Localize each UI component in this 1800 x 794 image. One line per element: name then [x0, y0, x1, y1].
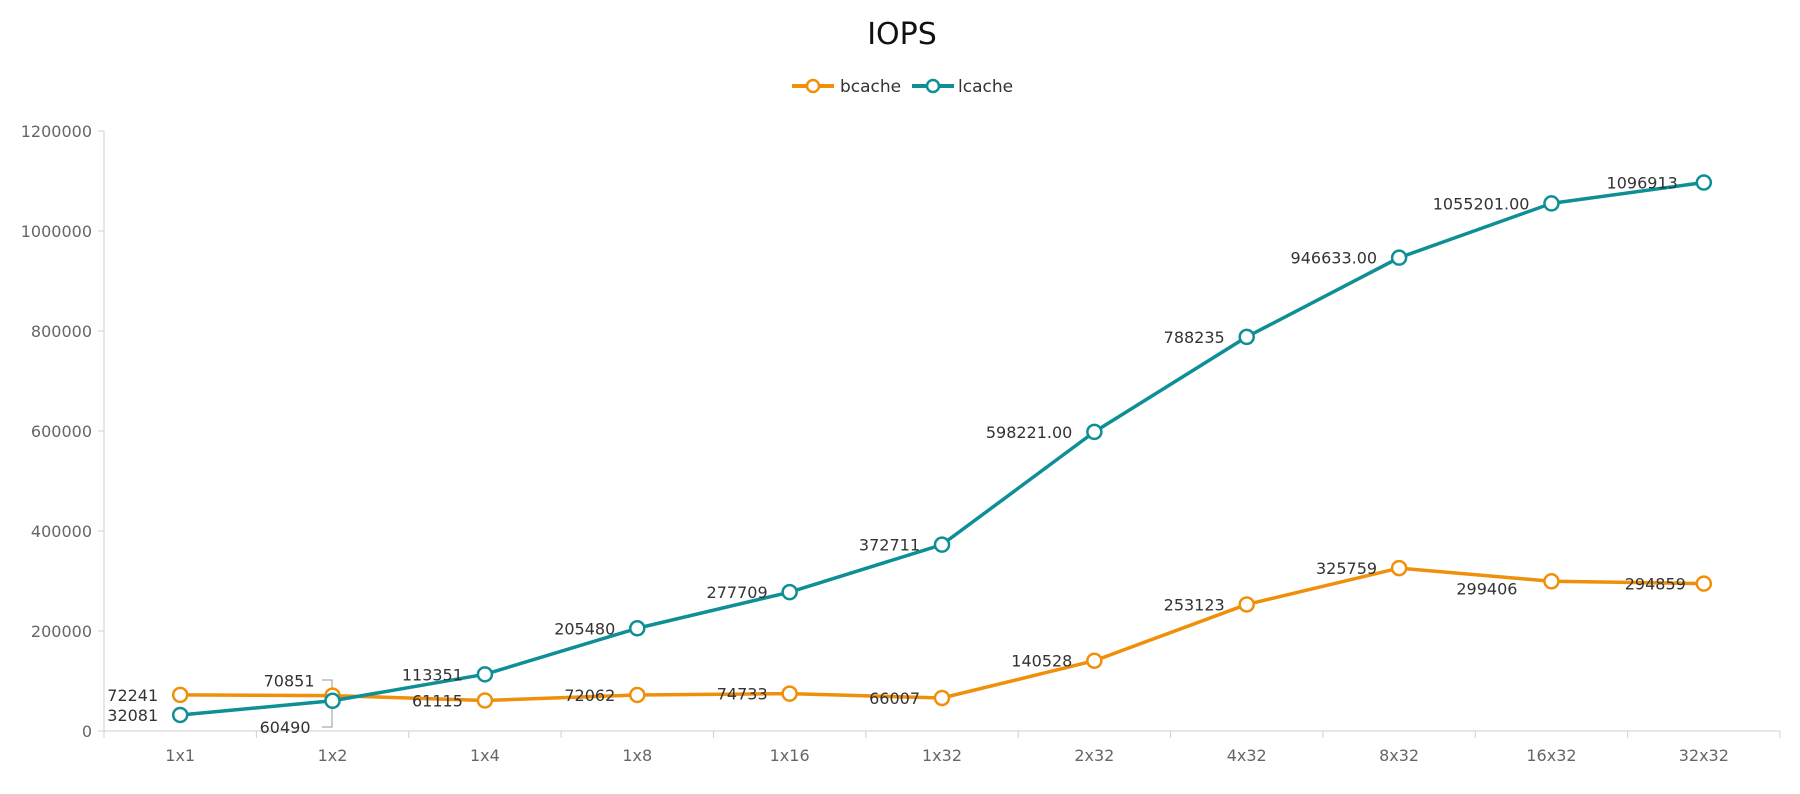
data-label: 372711 — [859, 536, 920, 555]
data-label: 253123 — [1164, 595, 1225, 614]
x-tick-label: 1x4 — [470, 746, 500, 765]
legend-item-lcache[interactable]: lcache — [912, 77, 1013, 97]
chart-title: IOPS — [867, 17, 937, 52]
x-tick-label: 32x32 — [1679, 746, 1729, 765]
y-tick-label: 1000000 — [21, 222, 92, 241]
data-label: 277709 — [707, 583, 768, 602]
x-tick-label: 1x1 — [165, 746, 195, 765]
legend: bcache lcache — [792, 77, 1013, 97]
x-tick-label: 1x16 — [770, 746, 810, 765]
data-label: 140528 — [1011, 652, 1072, 671]
y-tick-label: 400000 — [31, 522, 92, 541]
x-tick-label: 1x32 — [922, 746, 962, 765]
data-label: 113351 — [402, 665, 463, 684]
x-tick-label: 1x2 — [318, 746, 348, 765]
series-layer: 72241 70851 61115 72062 74733 66007 140528 2531… — [107, 174, 1713, 737]
y-tick-label: 800000 — [31, 322, 92, 341]
legend-label: lcache — [958, 77, 1013, 97]
data-point[interactable] — [629, 620, 646, 637]
data-point[interactable] — [781, 583, 798, 601]
data-label: 946633.00 — [1291, 249, 1378, 268]
data-point[interactable] — [933, 536, 951, 553]
data-point[interactable] — [1238, 596, 1255, 613]
series-bcache: 72241 70851 61115 72062 74733 66007 140528 2531… — [107, 559, 1713, 710]
y-tick-label: 0 — [82, 722, 92, 741]
data-label: 294859 — [1625, 575, 1686, 594]
data-point[interactable] — [1543, 195, 1560, 212]
data-point[interactable] — [781, 685, 798, 702]
data-point[interactable] — [476, 666, 494, 683]
legend-marker-icon — [805, 78, 821, 94]
data-label: 1096913 — [1607, 174, 1678, 193]
data-point[interactable] — [1390, 249, 1408, 266]
data-point[interactable] — [1695, 575, 1713, 592]
y-tick-label: 600000 — [31, 422, 92, 441]
y-tick-label: 1200000 — [21, 122, 92, 141]
data-point[interactable] — [476, 692, 494, 709]
data-label: 60490 — [260, 718, 311, 737]
data-label: 70851 — [264, 672, 315, 691]
data-label: 66007 — [869, 689, 920, 708]
series-line-lcache — [180, 180, 1705, 717]
data-point[interactable] — [324, 692, 341, 710]
data-label: 1055201.00 — [1433, 194, 1530, 213]
data-label: 205480 — [554, 619, 615, 638]
y-tick-label: 200000 — [31, 622, 92, 641]
legend-marker-icon — [925, 78, 941, 94]
series-lcache: 32081 60490 113351 205480 277709 372711 598221… — [107, 174, 1713, 737]
data-label: 598221.00 — [986, 423, 1073, 442]
data-point[interactable] — [1390, 559, 1408, 577]
data-label: 325759 — [1316, 559, 1377, 578]
legend-item-bcache[interactable]: bcache — [792, 77, 901, 97]
axes: 0 200000 400000 600000 800000 1000000 1200000 1… — [21, 122, 1781, 765]
data-label: 74733 — [717, 685, 768, 704]
data-label: 72062 — [564, 686, 615, 705]
data-label: 788235 — [1164, 328, 1225, 347]
data-point[interactable] — [1543, 573, 1560, 590]
data-label: 32081 — [107, 706, 158, 725]
data-point[interactable] — [171, 706, 189, 724]
data-point[interactable] — [1086, 423, 1103, 441]
data-point[interactable] — [1695, 174, 1713, 191]
data-point[interactable] — [1238, 328, 1255, 346]
data-point[interactable] — [629, 686, 646, 704]
data-label: 72241 — [107, 686, 158, 705]
x-tick-label: 2x32 — [1074, 746, 1114, 765]
data-point[interactable] — [933, 689, 951, 707]
data-point[interactable] — [1086, 652, 1103, 669]
data-point[interactable] — [171, 686, 189, 704]
x-tick-label: 1x8 — [622, 746, 652, 765]
legend-label: bcache — [840, 77, 901, 97]
x-tick-label: 16x32 — [1526, 746, 1576, 765]
x-tick-label: 8x32 — [1379, 746, 1419, 765]
data-label: 61115 — [412, 691, 463, 710]
data-label: 299406 — [1456, 579, 1517, 598]
x-tick-label: 4x32 — [1227, 746, 1267, 765]
